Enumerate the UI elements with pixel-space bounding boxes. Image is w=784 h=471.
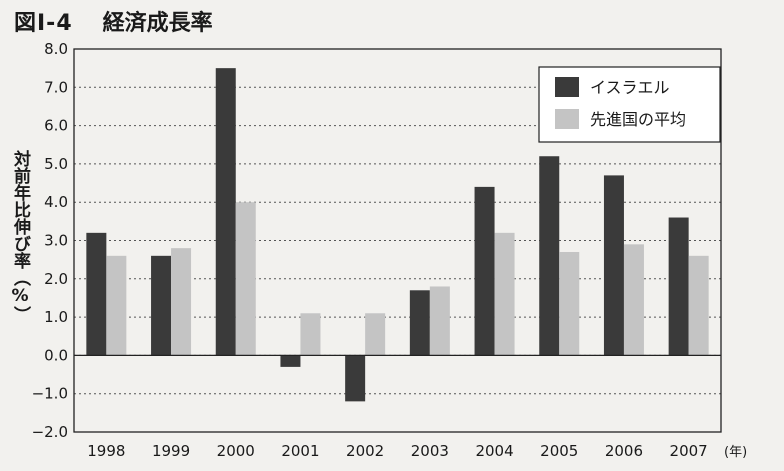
x-tick-label: 2005 — [540, 442, 578, 460]
bar-israel-2006 — [603, 175, 624, 356]
bar-oecd-2004 — [494, 232, 515, 356]
y-tick-label: −1.0 — [32, 385, 68, 403]
y-tick-label: 1.0 — [44, 308, 68, 326]
figure-title: 経済成長率 — [102, 11, 213, 36]
bar-oecd-1998 — [106, 255, 127, 356]
bar-israel-1998 — [86, 232, 107, 356]
bar-israel-2007 — [668, 217, 689, 356]
y-axis-label: 対前年比伸び率（%） — [10, 150, 30, 323]
x-tick-label: 2004 — [475, 442, 513, 460]
x-tick-label: 2001 — [281, 442, 319, 460]
x-tick-label: 1999 — [152, 442, 190, 460]
y-tick-label: 6.0 — [44, 117, 68, 135]
y-tick-label: −2.0 — [32, 423, 68, 441]
bar-oecd-2002 — [365, 313, 386, 356]
figure-label: 図Ⅰ-4 — [14, 11, 73, 36]
x-tick-label: 2006 — [605, 442, 643, 460]
y-tick-label: 8.0 — [44, 40, 68, 58]
legend-label-israel: イスラエル — [590, 78, 670, 97]
x-tick-label: 1998 — [87, 442, 125, 460]
legend-label-oecd: 先進国の平均 — [590, 110, 686, 129]
y-tick-label: 5.0 — [44, 155, 68, 173]
bar-oecd-2001 — [300, 313, 321, 356]
x-tick-label: 2002 — [346, 442, 384, 460]
bars — [74, 68, 721, 402]
y-tick-label: 4.0 — [44, 193, 68, 211]
bar-oecd-1999 — [171, 248, 192, 356]
bar-oecd-2000 — [235, 202, 256, 356]
x-tick-label: 2000 — [217, 442, 255, 460]
bar-israel-2003 — [409, 290, 430, 356]
bar-israel-2004 — [474, 186, 495, 356]
y-tick-label: 7.0 — [44, 78, 68, 96]
bar-israel-2005 — [539, 156, 560, 356]
y-tick-label: 2.0 — [44, 270, 68, 288]
bar-oecd-2003 — [429, 286, 450, 356]
bar-israel-1999 — [151, 255, 172, 356]
y-tick-label: 3.0 — [44, 232, 68, 250]
bar-oecd-2007 — [688, 255, 709, 356]
x-tick-label: 2007 — [670, 442, 708, 460]
legend: イスラエル 先進国の平均 — [538, 66, 721, 143]
bar-israel-2002 — [345, 355, 366, 402]
bar-israel-2001 — [280, 355, 301, 367]
figure-title-row: 図Ⅰ-4 経済成長率 — [14, 5, 213, 37]
legend-swatch-oecd — [555, 109, 579, 129]
x-tick-labels: 1998 1999 2000 2001 2002 2003 2004 2005 2006 2007 — [87, 442, 707, 460]
plot-frame — [73, 48, 722, 433]
bar-israel-2000 — [215, 68, 236, 356]
bar-oecd-2005 — [559, 251, 580, 356]
x-tick-label: 2003 — [411, 442, 449, 460]
y-tick-labels: 8.0 7.0 6.0 5.0 4.0 3.0 2.0 1.0 0.0 −1.0 −2.0 — [32, 40, 68, 441]
bar-oecd-2006 — [623, 244, 644, 356]
y-tick-label: 0.0 — [44, 346, 68, 364]
x-axis-unit: (年) — [724, 445, 747, 460]
legend-swatch-israel — [555, 77, 579, 97]
